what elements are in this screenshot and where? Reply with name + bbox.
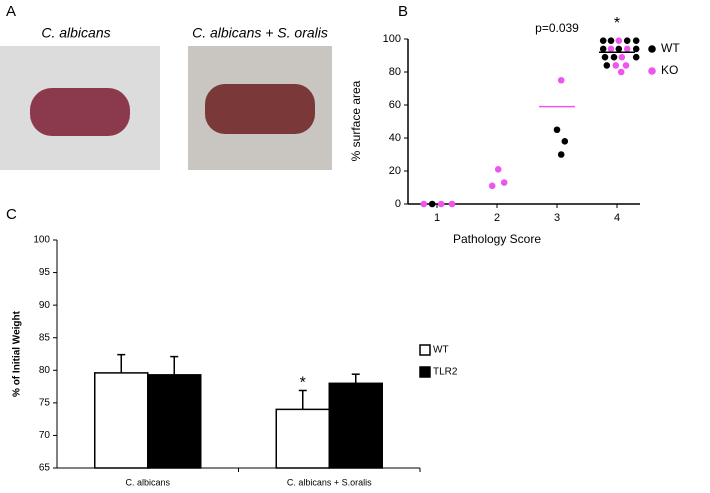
point — [632, 53, 640, 61]
panel-label: C — [6, 206, 17, 223]
x-tick-label: 3 — [554, 212, 560, 224]
legend-marker — [419, 344, 431, 356]
x-tick-label: 4 — [614, 212, 620, 224]
point — [632, 37, 640, 44]
y-tick-label: 20 — [389, 165, 401, 177]
point — [428, 200, 436, 208]
annotation: * — [300, 375, 306, 392]
legend-marker — [648, 45, 656, 53]
x-tick-label: 2 — [494, 212, 500, 224]
legend-label: WT — [661, 41, 680, 55]
y-tick-label: 0 — [395, 198, 401, 210]
y-tick-label: 85 — [39, 332, 51, 343]
bar — [147, 374, 202, 469]
y-tick-label: 65 — [39, 463, 51, 474]
point — [632, 45, 640, 53]
point — [599, 37, 607, 44]
y-tick-label: 100 — [33, 235, 50, 246]
y-tick-label: 80 — [39, 365, 51, 376]
point — [622, 62, 630, 69]
y-axis-label: % surface area — [349, 80, 363, 161]
x-tick-label: C. albicans + S.oralis — [287, 477, 372, 487]
point — [448, 200, 456, 208]
tissue — [205, 84, 315, 134]
y-tick-label: 90 — [39, 300, 51, 311]
legend-marker — [648, 67, 656, 75]
point — [553, 126, 561, 134]
point — [615, 37, 623, 44]
point — [557, 151, 565, 158]
point — [494, 166, 502, 173]
y-tick-label: 70 — [39, 430, 51, 441]
x-tick-label: 1 — [434, 212, 440, 224]
point — [420, 200, 428, 208]
point — [623, 45, 631, 53]
point — [561, 138, 569, 145]
point — [623, 37, 631, 44]
point — [557, 76, 565, 84]
bar — [275, 408, 330, 469]
x-axis-label: Pathology Score — [453, 232, 541, 246]
tissue — [30, 88, 130, 136]
y-tick-label: 40 — [389, 132, 401, 144]
point — [437, 200, 445, 208]
legend-label: TLR2 — [433, 367, 458, 378]
y-tick-label: 95 — [39, 267, 51, 278]
point — [610, 53, 618, 61]
legend-marker — [419, 366, 431, 378]
annotation: * — [614, 15, 620, 32]
point — [601, 53, 609, 61]
photo-caption: C. albicans + S. oralis — [192, 25, 328, 41]
legend-label: WT — [433, 345, 449, 356]
y-axis-label: % of Initial Weight — [12, 310, 23, 397]
y-tick-label: 80 — [389, 66, 401, 78]
point — [617, 68, 625, 76]
point — [603, 62, 611, 69]
bar — [94, 372, 149, 469]
point — [612, 62, 620, 69]
point — [500, 179, 508, 186]
panel-label: A — [6, 3, 16, 20]
legend-label: KO — [661, 63, 678, 77]
panel-label: B — [398, 3, 408, 20]
bar — [328, 382, 383, 469]
point — [615, 45, 623, 53]
point — [607, 45, 615, 53]
point — [607, 37, 615, 44]
point — [599, 45, 607, 53]
x-tick-label: C. albicans — [125, 477, 170, 487]
y-tick-label: 100 — [383, 33, 401, 45]
y-tick-label: 60 — [389, 99, 401, 111]
point — [488, 182, 496, 190]
annotation: p=0.039 — [535, 21, 579, 35]
y-tick-label: 75 — [39, 397, 51, 408]
photo-caption: C. albicans — [41, 25, 110, 41]
point — [618, 53, 626, 61]
